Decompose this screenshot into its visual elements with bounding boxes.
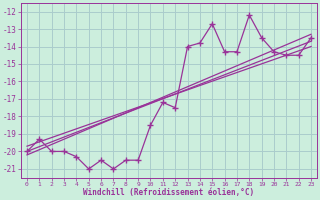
X-axis label: Windchill (Refroidissement éolien,°C): Windchill (Refroidissement éolien,°C) <box>84 188 255 197</box>
